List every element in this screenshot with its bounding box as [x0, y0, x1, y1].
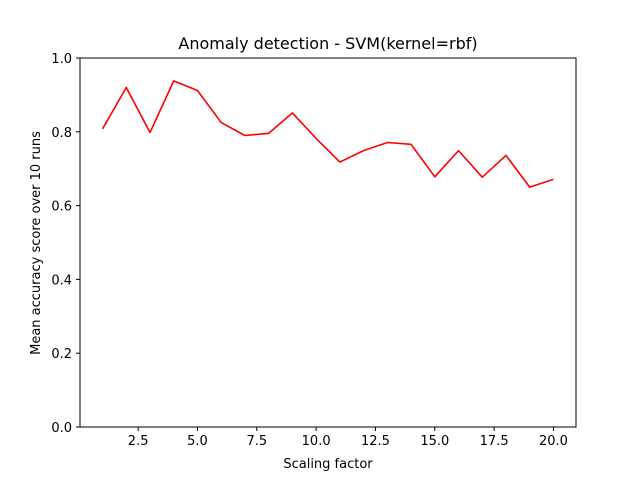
- y-tick-label: 0.4: [51, 273, 72, 288]
- y-tick-label: 1.0: [51, 52, 72, 67]
- x-tick-label: 5.0: [187, 434, 208, 449]
- x-tick-label: 17.5: [480, 434, 509, 449]
- x-tick-label: 10.0: [302, 434, 331, 449]
- x-tick-label: 2.5: [128, 434, 149, 449]
- axes-frame: [79, 57, 577, 428]
- x-tick-label: 15.0: [420, 434, 449, 449]
- y-tick-label: 0.6: [51, 200, 72, 215]
- y-tick-label: 0.8: [51, 126, 72, 141]
- y-axis-label: Mean accuracy score over 10 runs: [29, 131, 44, 355]
- plot-area: 2.5 5.0 7.5 10.0 12.5 15.0 17.5 20.0 0.0 0.2 0.4 0.…: [51, 52, 577, 449]
- x-axis-label: Scaling factor: [283, 457, 373, 472]
- series-line-0: [101, 80, 554, 188]
- x-tick-label: 12.5: [361, 434, 390, 449]
- x-tick-label: 7.5: [246, 434, 267, 449]
- x-tick-label: 20.0: [539, 434, 568, 449]
- y-tick-label: 0.0: [51, 421, 72, 436]
- y-tick-label: 0.2: [51, 347, 72, 362]
- chart-title: Anomaly detection - SVM(kernel=rbf): [178, 34, 477, 53]
